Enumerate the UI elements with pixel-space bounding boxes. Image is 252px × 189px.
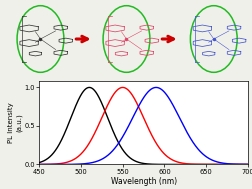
X-axis label: Wavelength (nm): Wavelength (nm) <box>110 177 176 186</box>
Y-axis label: PL Intensity
(a.u.): PL Intensity (a.u.) <box>8 102 22 143</box>
